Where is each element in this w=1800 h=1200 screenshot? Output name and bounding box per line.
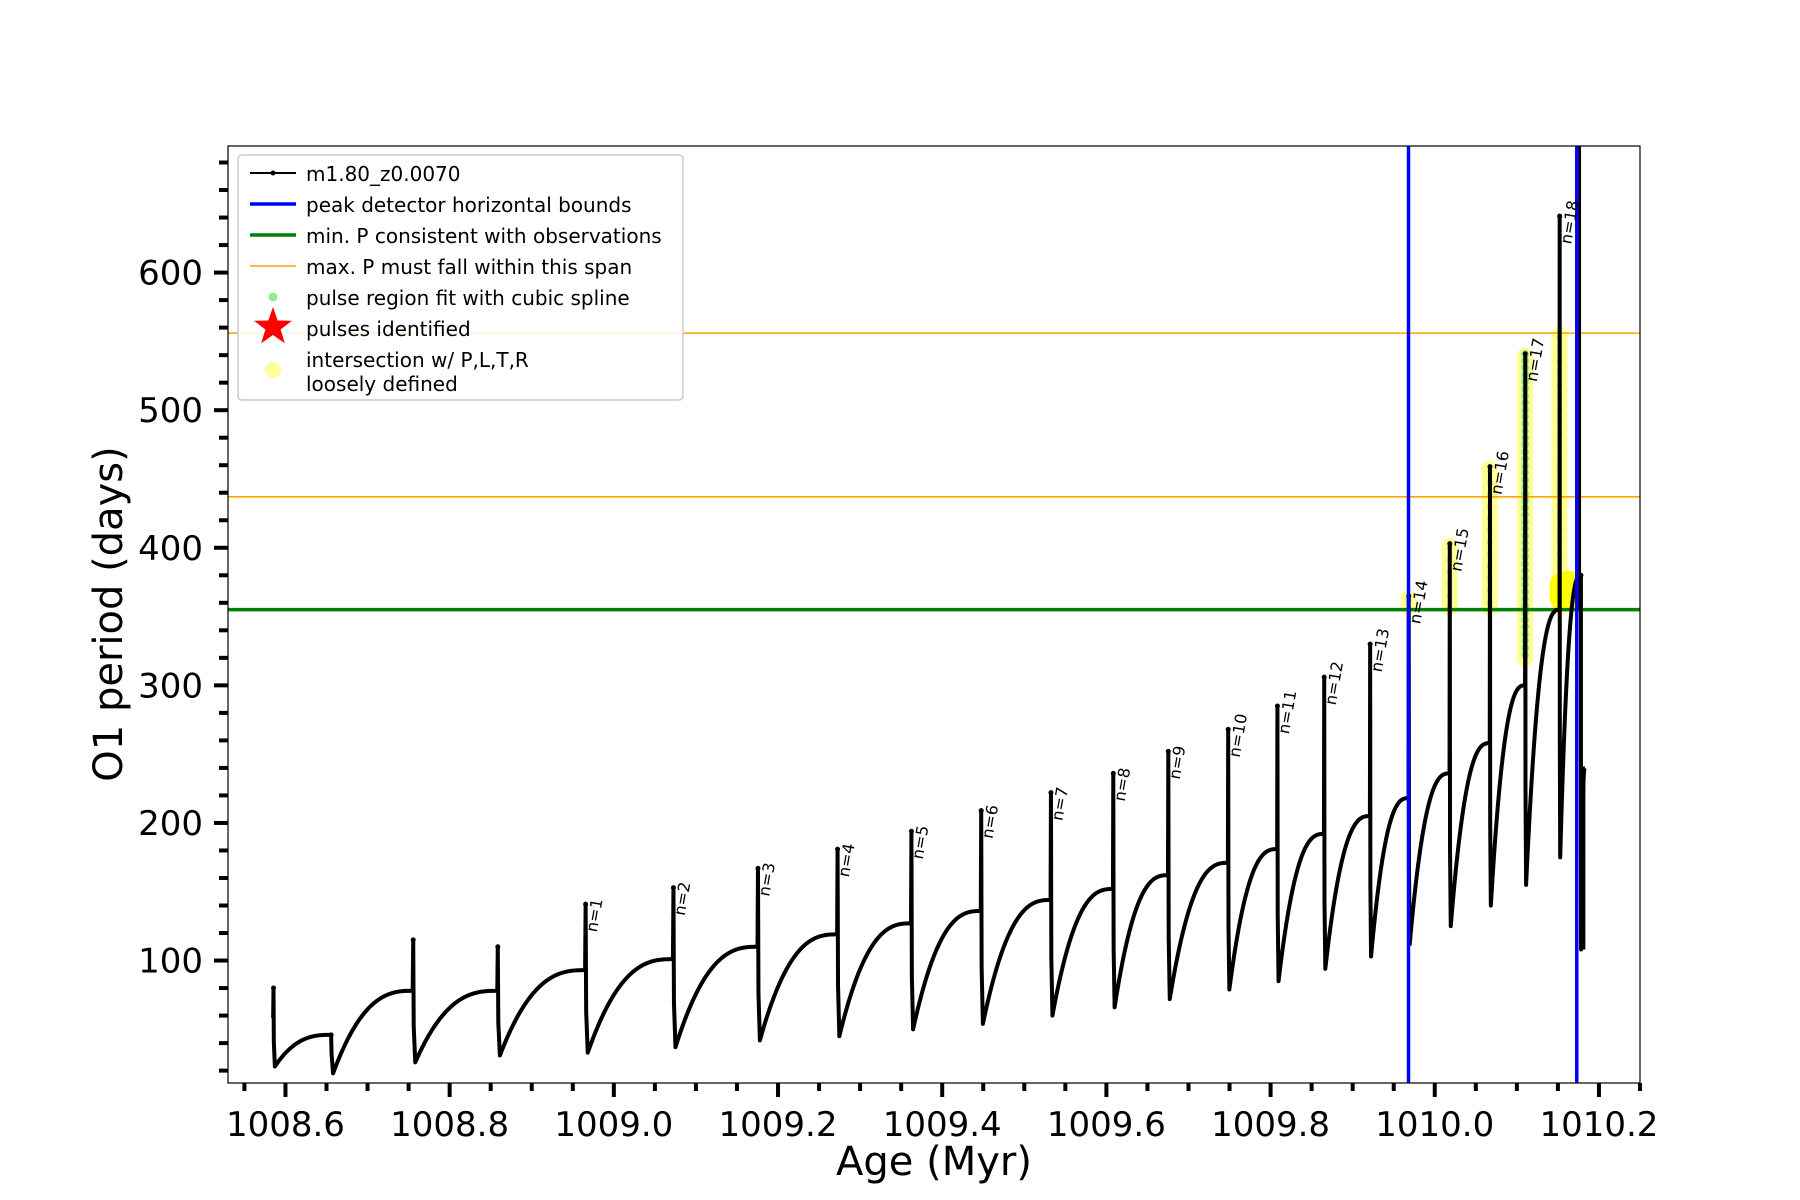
legend-swatch xyxy=(254,307,292,344)
pulse-annotations: n=1 n=2n=3n=4 n=5n=6 n=7n=8n=9n=10n=11n=12n… xyxy=(582,199,1583,933)
x-tick-label: 1009.6 xyxy=(1047,1105,1166,1145)
legend-label: min. P consistent with observations xyxy=(306,224,662,248)
vertical-reference-lines xyxy=(1406,146,1582,1083)
pulse-label: n=17 xyxy=(1522,337,1548,384)
series-segment xyxy=(1165,749,1228,1002)
legend-label: loosely defined xyxy=(306,372,458,396)
x-tick-label: 1009.2 xyxy=(719,1105,838,1145)
series-segment xyxy=(1275,704,1325,984)
pulse-label: n=12 xyxy=(1321,660,1347,707)
series-segment xyxy=(1225,727,1278,992)
series-segment xyxy=(670,885,757,1050)
pulse-peak-point xyxy=(1447,541,1453,547)
x-axis: 1008.6 1008.8 1009.0 1009.2 1009.4 1009.6 1009… xyxy=(226,1083,1658,1145)
x-tick-label: 1010.2 xyxy=(1539,1105,1658,1145)
y-tick-label: 100 xyxy=(138,942,203,982)
pulse-peak-point xyxy=(1110,770,1116,776)
pulse-peak-point xyxy=(1487,464,1493,470)
series-segment xyxy=(1447,541,1491,929)
y-axis-label: O1 period (days) xyxy=(86,446,132,781)
x-tick-label: 1010.0 xyxy=(1375,1105,1494,1145)
legend-swatch xyxy=(265,362,281,378)
y-axis: 100 200 300 400 500 600 xyxy=(138,160,228,1073)
legend-label: max. P must fall within this span xyxy=(306,255,632,279)
x-tick-label: 1009.4 xyxy=(883,1105,1002,1145)
y-tick-label: 300 xyxy=(138,666,203,706)
pulse-label: n=10 xyxy=(1225,712,1251,759)
pulse-peak-point xyxy=(1048,790,1054,796)
series-segment xyxy=(1523,351,1561,887)
x-tick-label: 1009.0 xyxy=(554,1105,673,1145)
pulse-peak-point xyxy=(328,1032,334,1038)
pulse-label: n=16 xyxy=(1487,449,1513,496)
pulse-peak-point xyxy=(410,937,416,943)
y-tick-label: 600 xyxy=(138,254,203,294)
series-segment xyxy=(755,866,837,1043)
series-segment xyxy=(835,847,911,1039)
pulse-peak-point xyxy=(1522,351,1528,357)
series-segment xyxy=(1406,593,1451,947)
y-tick-label: 200 xyxy=(138,804,203,844)
series-segment xyxy=(583,902,673,1055)
legend-label: m1.80_z0.0070 xyxy=(306,162,461,186)
x-axis-label: Age (Myr) xyxy=(836,1139,1032,1185)
legend-label: pulse region fit with cubic spline xyxy=(306,286,630,310)
series-segment xyxy=(1487,464,1526,908)
pulse-peak-point xyxy=(1557,213,1563,219)
series-segment xyxy=(410,937,497,1065)
y-tick-label: 500 xyxy=(138,391,203,431)
y-tick-label: 400 xyxy=(138,529,203,569)
series-segment xyxy=(495,944,585,1058)
legend-swatch xyxy=(268,292,278,302)
series-segment xyxy=(1110,771,1169,1010)
pulse-label: n=11 xyxy=(1274,689,1300,736)
pulse-peak-point xyxy=(1321,674,1327,680)
legend-label: peak detector horizontal bounds xyxy=(306,193,632,217)
pulse-peak-point xyxy=(1165,748,1171,754)
series-segment xyxy=(1321,675,1371,971)
series-segment xyxy=(978,808,1051,1026)
series-segment xyxy=(1367,642,1410,959)
series-segment xyxy=(271,986,331,1069)
pulse-peak-point xyxy=(835,846,841,852)
pulse-label: n=13 xyxy=(1367,627,1393,674)
pulse-peak-point xyxy=(270,985,276,991)
legend-box xyxy=(237,154,684,401)
pulse-peak-point xyxy=(1274,703,1280,709)
x-tick-label: 1009.8 xyxy=(1211,1105,1330,1145)
x-tick-label: 1008.6 xyxy=(226,1105,345,1145)
pulse-peak-point xyxy=(670,885,676,891)
pulse-label: n=15 xyxy=(1446,526,1472,573)
x-tick-label: 1008.8 xyxy=(390,1105,509,1145)
pulse-peak-point xyxy=(908,828,914,834)
series-segment xyxy=(909,829,981,1032)
pulse-peak-point xyxy=(1225,726,1231,732)
series-segment xyxy=(1048,790,1113,1018)
pulse-peak-point xyxy=(495,944,501,950)
pulse-peak-point xyxy=(583,901,589,907)
legend-label: intersection w/ P,L,T,R xyxy=(306,348,529,372)
pulse-peak-point xyxy=(755,865,761,871)
legend-swatch xyxy=(270,170,276,176)
pulse-peak-point xyxy=(978,808,984,814)
pulse-peak-point xyxy=(1367,641,1373,647)
plot-frame xyxy=(227,145,1641,1084)
legend-label: pulses identified xyxy=(306,317,471,341)
series-segment xyxy=(329,988,412,1076)
